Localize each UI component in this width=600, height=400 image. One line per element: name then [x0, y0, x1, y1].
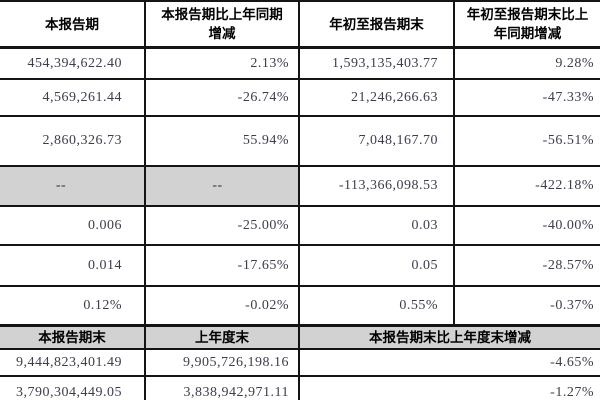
value-cell: 9,905,726,198.16	[144, 350, 298, 375]
value-cell: 2.13%	[144, 49, 298, 78]
table-row: -- -- -113,366,098.53 -422.18%	[0, 167, 600, 207]
value-cell: 7,048,167.70	[298, 117, 453, 165]
table-row: 454,394,622.40 2.13% 1,593,135,403.77 9.…	[0, 49, 600, 80]
value-cell: -0.37%	[453, 287, 600, 324]
value-cell: 1,593,135,403.77	[298, 49, 453, 78]
value-cell: 21,246,266.63	[298, 80, 453, 115]
value-cell: -26.74%	[144, 80, 298, 115]
value-cell: -113,366,098.53	[298, 167, 453, 205]
col-header-ytd-yoy-change: 年初至报告期末比上年同期增减	[453, 2, 600, 46]
table-row: 4,569,261.44 -26.74% 21,246,266.63 -47.3…	[0, 80, 600, 117]
value-cell: 55.94%	[144, 117, 298, 165]
value-cell: -0.02%	[144, 287, 298, 324]
value-cell: -1.27%	[298, 377, 600, 400]
value-cell: -47.33%	[453, 80, 600, 115]
col-header-current-period-yoy-change: 本报告期比上年同期增减	[144, 2, 298, 46]
value-cell: -56.51%	[453, 117, 600, 165]
col-header-period-end: 本报告期末	[0, 327, 144, 348]
value-cell: 0.55%	[298, 287, 453, 324]
placeholder-cell: --	[144, 167, 298, 205]
table-row: 2,860,326.73 55.94% 7,048,167.70 -56.51%	[0, 117, 600, 167]
value-cell: 3,790,304,449.05	[16, 384, 122, 400]
value-cell: 0.006	[88, 217, 122, 233]
placeholder-cell: --	[0, 167, 144, 205]
col-header-ytd: 年初至报告期末	[298, 2, 453, 46]
table-row: 0.12% -0.02% 0.55% -0.37%	[0, 287, 600, 327]
value-cell: -25.00%	[144, 207, 298, 244]
value-cell: 0.014	[88, 257, 122, 273]
value-cell: -4.65%	[298, 350, 600, 375]
table-row: 0.014 -17.65% 0.05 -28.57%	[0, 246, 600, 287]
table-row: 9,444,823,401.49 9,905,726,198.16 -4.65%	[0, 350, 600, 377]
col-header-period-end-change: 本报告期末比上年度末增减	[298, 327, 600, 348]
value-cell: -422.18%	[453, 167, 600, 205]
value-cell: -17.65%	[144, 246, 298, 285]
value-cell: -28.57%	[453, 246, 600, 285]
value-cell: 3,838,942,971.11	[144, 377, 298, 400]
table-row: 3,790,304,449.05 3,838,942,971.11 -1.27%	[0, 377, 600, 400]
value-cell: -40.00%	[453, 207, 600, 244]
section2-header-row: 本报告期末 上年度末 本报告期末比上年度末增减	[0, 327, 600, 350]
value-cell: 0.05	[298, 246, 453, 285]
value-cell: 9,444,823,401.49	[16, 354, 122, 370]
value-cell: 454,394,622.40	[27, 55, 122, 71]
table-row: 0.006 -25.00% 0.03 -40.00%	[0, 207, 600, 246]
value-cell: 2,860,326.73	[42, 133, 122, 148]
value-cell: 0.03	[298, 207, 453, 244]
section1-header-row: 本报告期 本报告期比上年同期增减 年初至报告期末 年初至报告期末比上年同期增减	[0, 2, 600, 49]
value-cell: 4,569,261.44	[42, 89, 122, 105]
col-header-current-period: 本报告期	[45, 16, 99, 32]
value-cell: 0.12%	[83, 297, 122, 313]
col-header-prior-year-end: 上年度末	[144, 327, 298, 348]
value-cell: 9.28%	[453, 49, 600, 78]
